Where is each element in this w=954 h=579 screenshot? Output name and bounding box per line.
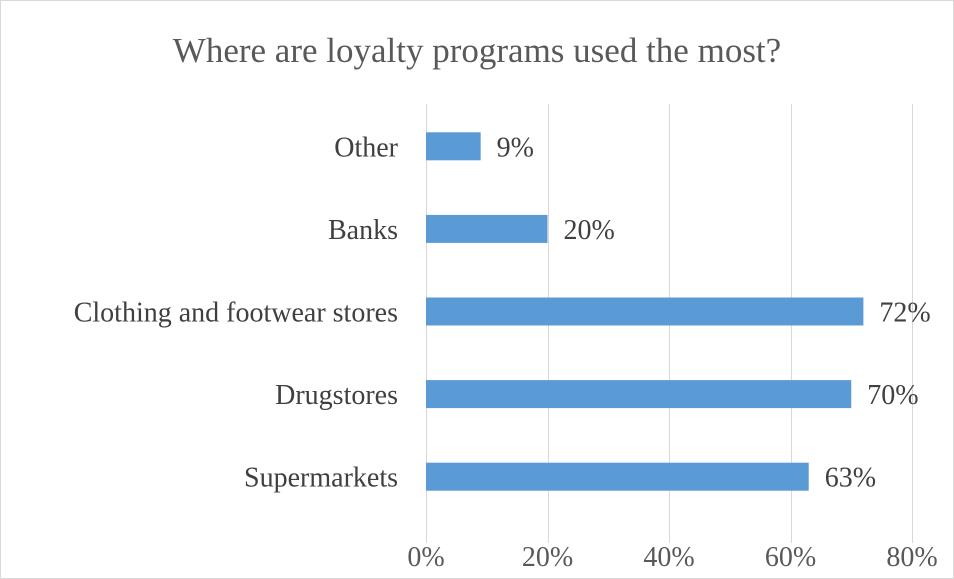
x-tick-label: 0% xyxy=(407,542,444,573)
data-label: 63% xyxy=(825,463,876,494)
data-label: 9% xyxy=(497,132,534,163)
data-label: 20% xyxy=(564,215,615,246)
labels: 0% 20% 40% 60% 80% Other 9% Banks 20% Clothing an… xyxy=(74,132,938,573)
bars xyxy=(426,132,864,491)
category-label: Supermarkets xyxy=(244,463,398,494)
data-label: 72% xyxy=(879,298,930,329)
bar xyxy=(426,214,548,243)
category-label: Banks xyxy=(328,215,398,246)
category-label: Clothing and footwear stores xyxy=(74,298,398,329)
x-tick-label: 60% xyxy=(765,542,816,573)
x-tick-label: 80% xyxy=(886,542,937,573)
x-tick-label: 20% xyxy=(522,542,573,573)
bar xyxy=(426,380,852,409)
bar xyxy=(426,462,809,491)
data-label: 70% xyxy=(867,380,918,411)
bar xyxy=(426,132,481,161)
chart-title: Where are loyalty programs used the most… xyxy=(172,31,782,70)
category-label: Drugstores xyxy=(275,380,398,411)
category-label: Other xyxy=(334,132,398,163)
x-tick-label: 40% xyxy=(643,542,694,573)
bar xyxy=(426,297,864,326)
